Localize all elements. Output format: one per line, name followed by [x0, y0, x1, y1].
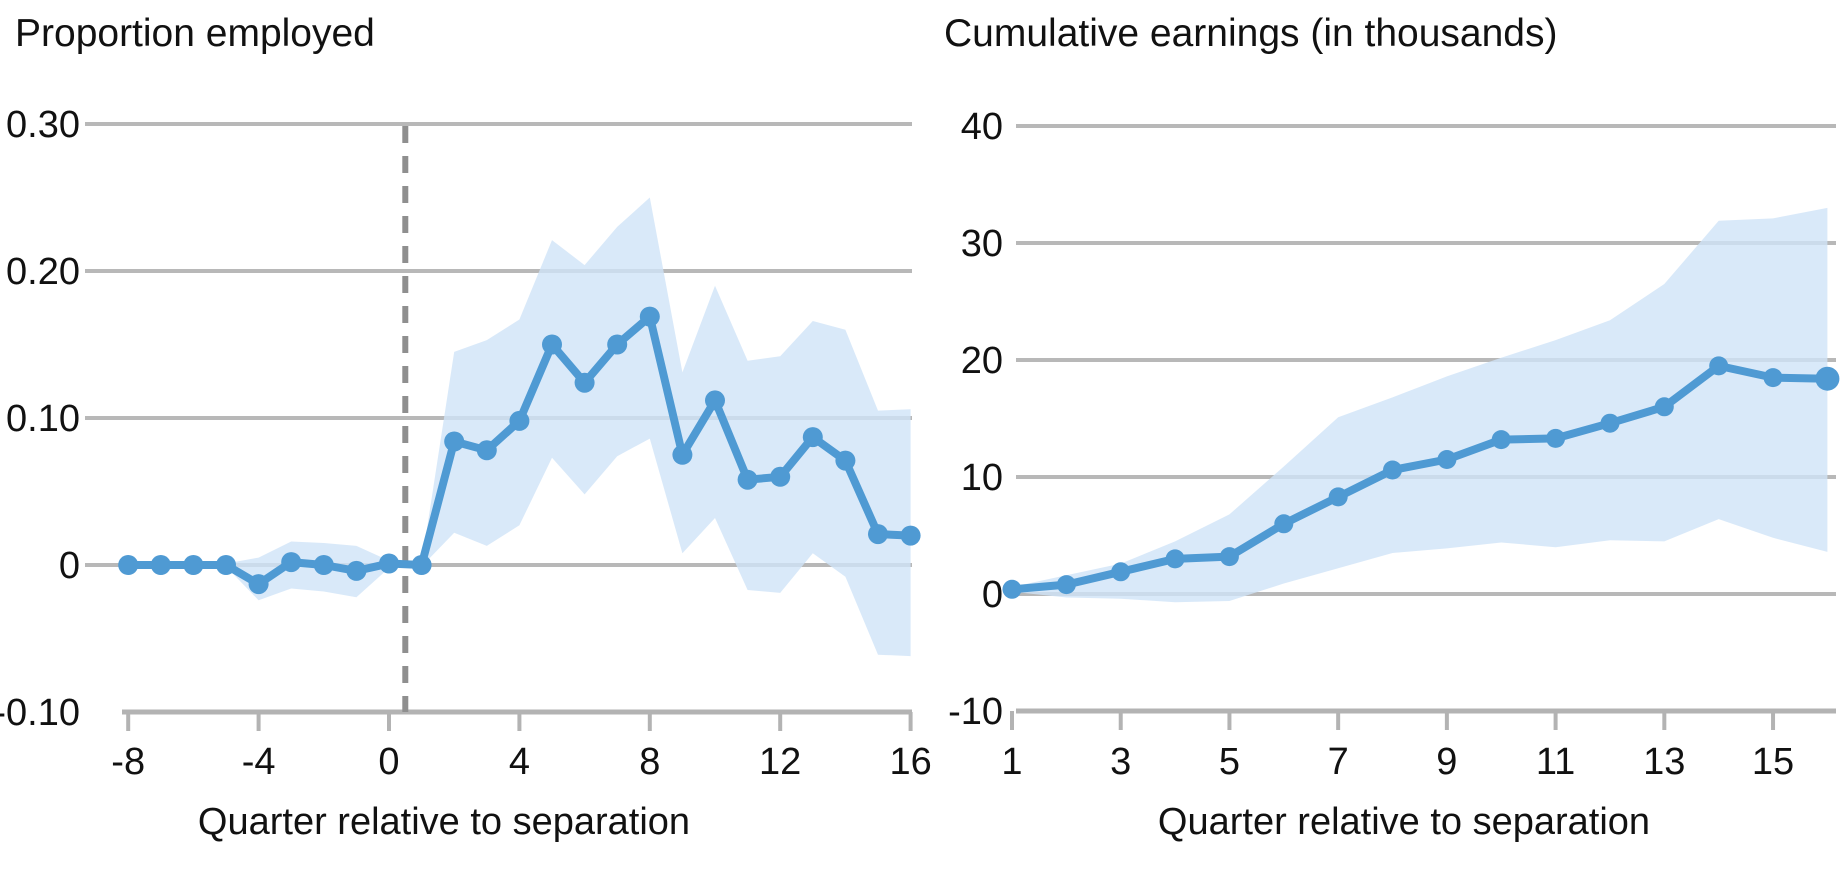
data-point	[150, 555, 171, 575]
data-point	[346, 560, 367, 581]
data-point	[1491, 430, 1511, 450]
data-point	[281, 552, 302, 573]
data-point	[1763, 368, 1783, 388]
data-point	[1111, 562, 1131, 582]
y-tick-label: 40	[961, 106, 1003, 148]
x-tick-label: 13	[1643, 741, 1685, 783]
data-point	[737, 469, 758, 490]
left-chart-axis-labels: 0.30 0.20 0.10 0 -0.10 -8 -4 0 4 8 12 16	[0, 104, 932, 783]
x-tick-label: 11	[1536, 741, 1575, 783]
data-point	[835, 450, 856, 471]
left-chart-data-line	[118, 306, 921, 595]
y-tick-label: 0	[982, 574, 1003, 616]
data-point	[216, 555, 236, 575]
data-point	[1437, 450, 1457, 469]
y-tick-label: -10	[948, 691, 1003, 733]
x-tick-label: 1	[1001, 741, 1022, 783]
data-point	[379, 553, 399, 574]
right-chart-title: Cumulative earnings (in thousands)	[944, 12, 1558, 55]
data-point	[1815, 366, 1840, 391]
data-point	[1165, 549, 1185, 569]
data-point	[1274, 514, 1294, 534]
x-tick-label: 7	[1328, 741, 1349, 783]
x-tick-label: 15	[1752, 741, 1794, 783]
data-point	[1002, 579, 1022, 599]
data-point	[183, 555, 204, 575]
data-point	[1709, 356, 1729, 376]
x-tick-label: 9	[1436, 741, 1457, 783]
y-tick-label: 10	[961, 457, 1003, 499]
data-point	[248, 574, 269, 595]
y-tick-label: 0.10	[6, 398, 80, 440]
y-tick-label: 0	[59, 545, 80, 587]
data-point	[1654, 397, 1674, 417]
data-point	[672, 444, 693, 465]
y-tick-label: -0.10	[0, 692, 80, 734]
data-point	[802, 427, 823, 448]
left-chart-x-axis-title: Quarter relative to separation	[198, 801, 690, 843]
right-chart-cumulative-earnings: Cumulative earnings (in thousands) 40302…	[944, 12, 1840, 843]
data-point	[313, 555, 334, 575]
data-point	[118, 555, 139, 575]
data-point	[1328, 487, 1348, 507]
x-tick-label: 4	[509, 741, 530, 783]
data-point	[770, 466, 791, 487]
x-tick-label: 12	[759, 741, 801, 783]
data-point	[868, 524, 888, 545]
confidence-band	[1012, 207, 1828, 603]
y-tick-label: 0.20	[6, 251, 80, 293]
data-point	[574, 372, 595, 393]
right-chart-x-axis-title: Quarter relative to separation	[1158, 801, 1650, 843]
x-tick-label: 0	[378, 741, 399, 783]
data-point	[705, 390, 725, 411]
x-tick-label: 5	[1219, 741, 1240, 783]
data-point	[476, 440, 497, 461]
data-point	[607, 334, 628, 355]
data-point	[1600, 413, 1620, 433]
data-point	[639, 306, 660, 327]
y-tick-label: 30	[961, 223, 1003, 265]
data-point	[1546, 428, 1566, 448]
right-chart-confidence-band	[1012, 207, 1828, 603]
data-point	[900, 525, 921, 546]
data-point	[1383, 460, 1402, 480]
left-chart-title: Proportion employed	[15, 12, 375, 55]
y-tick-label: 20	[961, 340, 1003, 382]
x-tick-label: 16	[889, 741, 931, 783]
x-tick-label: -4	[242, 741, 276, 783]
data-point	[1056, 575, 1076, 595]
y-tick-label: 0.30	[6, 104, 80, 146]
data-point	[509, 410, 530, 431]
data-line	[1008, 361, 1832, 594]
x-tick-label: -8	[111, 741, 145, 783]
data-point	[411, 555, 432, 575]
data-point	[1219, 547, 1239, 567]
right-chart-data-line	[1002, 356, 1840, 599]
x-tick-label: 8	[639, 741, 660, 783]
left-chart-proportion-employed: Proportion employed 0.30 0.20 0.10 0 -0.10 -8…	[0, 12, 932, 843]
data-point	[542, 334, 562, 355]
data-point	[444, 431, 465, 452]
x-tick-label: 3	[1110, 741, 1131, 783]
